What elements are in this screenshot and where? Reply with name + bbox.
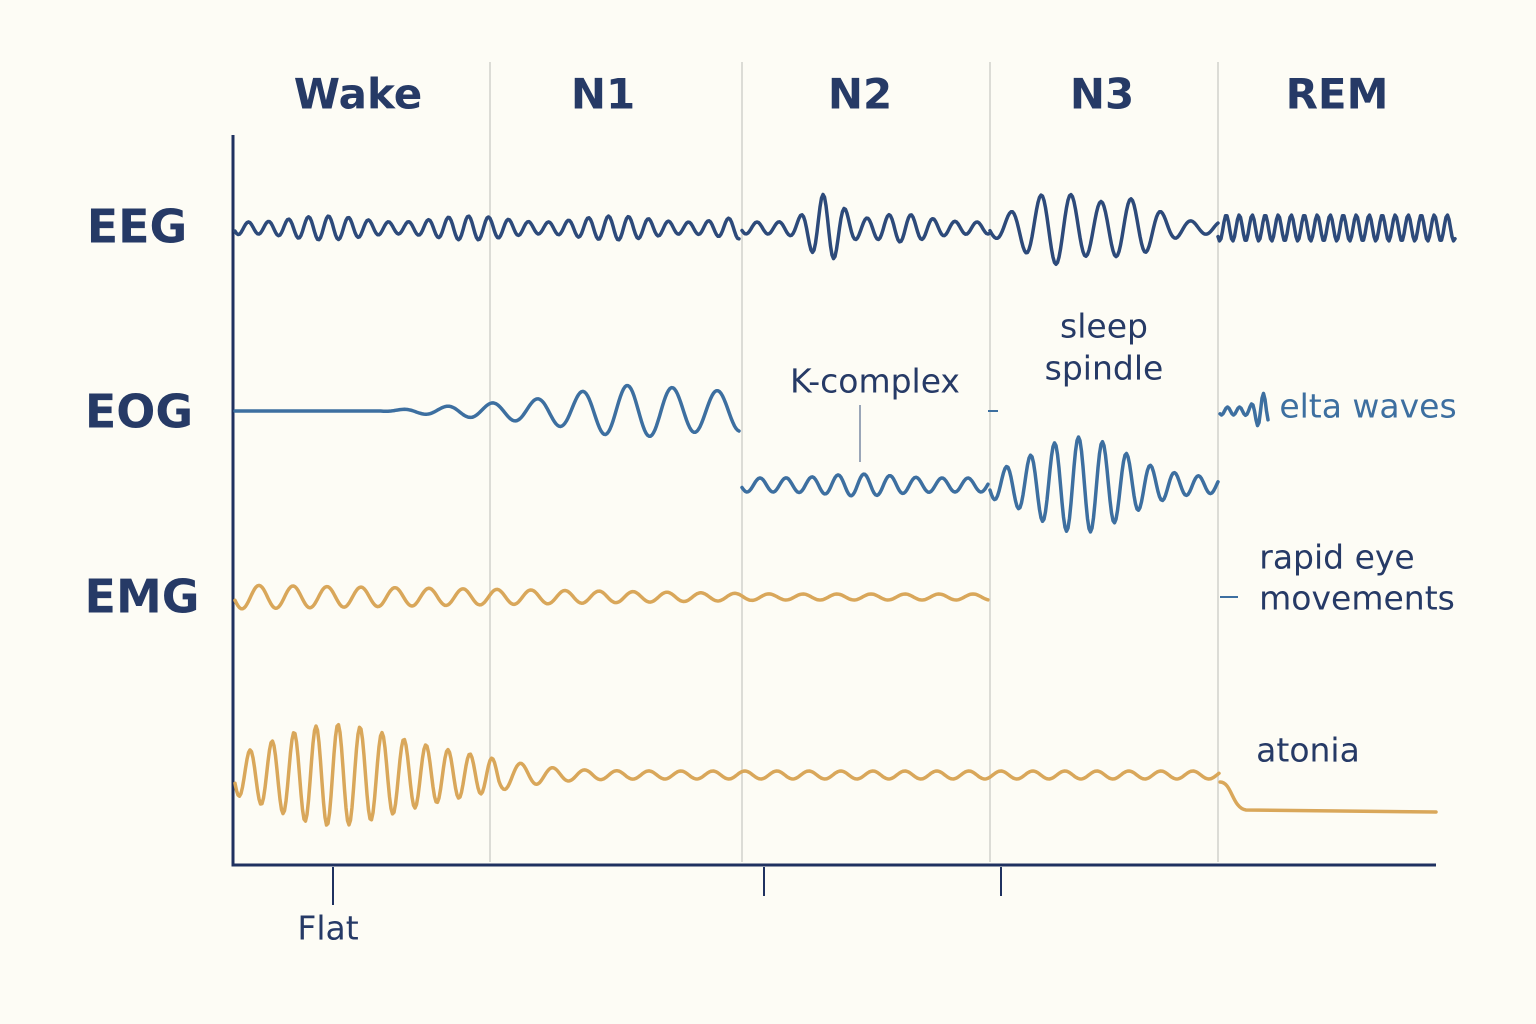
atonia-line (1218, 780, 1438, 814)
stage-label: REM (1286, 70, 1389, 119)
annotation: Flat (297, 909, 358, 948)
waveform (740, 192, 992, 261)
stage-label: N3 (1070, 70, 1134, 119)
waveform (233, 583, 990, 611)
stage-label: N1 (571, 70, 635, 119)
stage-label: Wake (294, 70, 422, 119)
waveform (1218, 391, 1270, 428)
waveform (988, 435, 1220, 534)
waveform (233, 722, 1221, 827)
waveform (233, 383, 741, 438)
waveform (1216, 213, 1457, 243)
waveforms (233, 192, 1457, 827)
waveform (233, 214, 741, 242)
annotation: atonia (1256, 731, 1360, 770)
annotation: rapid eye (1259, 538, 1414, 577)
stage-label: N2 (828, 70, 892, 119)
row-label: EEG (87, 200, 188, 254)
annotation: movements (1259, 579, 1455, 618)
row-label: EOG (85, 385, 193, 439)
row-label: EMG (85, 570, 200, 624)
axes (231, 135, 1436, 867)
tick-marks (332, 405, 1238, 905)
waveform (740, 472, 990, 498)
annotation: sleep (1060, 307, 1148, 346)
annotation: K-complex (790, 362, 960, 401)
annotation: spindle (1045, 349, 1164, 388)
annotation: elta waves (1279, 387, 1456, 426)
stage-dividers (489, 62, 1219, 862)
waveform (988, 192, 1220, 267)
